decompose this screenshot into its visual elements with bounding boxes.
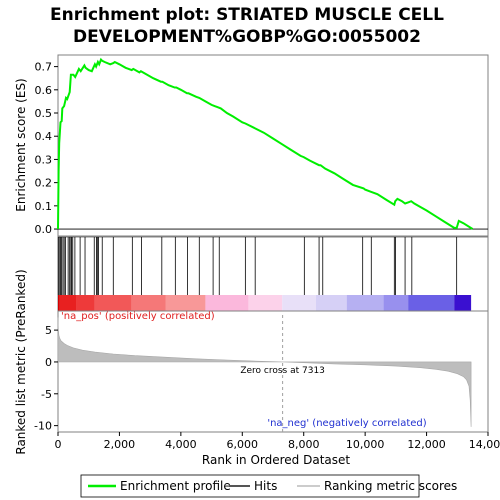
- x-tick-label: 8,000: [288, 438, 320, 451]
- gradient-segment: [316, 295, 347, 311]
- es-y-tick-label: 0.3: [35, 153, 53, 166]
- rank-y-tick-label: -10: [34, 420, 52, 433]
- x-axis-label: Rank in Ordered Dataset: [202, 453, 350, 467]
- gradient-segment: [347, 295, 384, 311]
- x-tick-label: 4,000: [165, 438, 197, 451]
- legend-hits-label: Hits: [254, 479, 277, 493]
- enrichment-panel: 0.0 0.1 0.2 0.3 0.4 0.5 0.6 0.7 Enrichment scor…: [14, 55, 488, 236]
- chart-title-line-1: Enrichment plot: STRIATED MUSCLE CELL: [50, 5, 444, 25]
- gradient-segment: [408, 295, 454, 311]
- es-y-tick-label: 0.2: [35, 177, 53, 190]
- rank-y-tick-label: 0: [45, 356, 52, 369]
- x-tick-label: 10,000: [346, 438, 385, 451]
- rank-y-tick-label: -5: [41, 388, 52, 401]
- ranking-y-ticks: 5 0 -5 -10: [34, 324, 58, 433]
- gradient-segment: [248, 295, 282, 311]
- es-y-tick-label: 0.4: [35, 130, 53, 143]
- legend: Enrichment profile Hits Ranking metric s…: [81, 475, 457, 497]
- hits-panel: [58, 237, 488, 311]
- x-axis-ticks: 0 2,000 4,000 6,000 8,000 10,000 12,000 14,000: [55, 432, 500, 451]
- legend-ranking-label: Ranking metric scores: [324, 479, 457, 493]
- rank-y-tick-label: 5: [45, 324, 52, 337]
- x-tick-label: 2,000: [104, 438, 136, 451]
- gradient-segment: [132, 295, 166, 311]
- zero-cross-label: Zero cross at 7313: [240, 366, 325, 376]
- chart-title-line-2: DEVELOPMENT%GOBP%GO:0055002: [73, 27, 421, 47]
- legend-enrichment-label: Enrichment profile: [120, 479, 231, 493]
- x-tick-label: 14,000: [469, 438, 500, 451]
- gradient-segment: [60, 295, 77, 311]
- x-tick-label: 12,000: [407, 438, 446, 451]
- enrichment-y-axis-label: Enrichment score (ES): [14, 78, 28, 211]
- x-tick-label: 6,000: [227, 438, 259, 451]
- ranking-y-axis-label: Ranked list metric (PreRanked): [14, 269, 28, 454]
- gradient-segment: [76, 295, 94, 311]
- gradient-segment: [95, 295, 132, 311]
- enrichment-y-ticks: 0.0 0.1 0.2 0.3 0.4 0.5 0.6 0.7: [35, 61, 59, 236]
- gradient-segment: [205, 295, 248, 311]
- gradient-segment: [384, 295, 409, 311]
- positive-correlation-label: 'na_pos' (positively correlated): [61, 311, 215, 322]
- es-y-tick-label: 0.0: [35, 223, 53, 236]
- es-y-tick-label: 0.6: [35, 84, 53, 97]
- es-y-tick-label: 0.5: [35, 107, 53, 120]
- gradient-segment: [166, 295, 206, 311]
- x-tick-label: 0: [55, 438, 62, 451]
- negative-correlation-label: 'na_neg' (negatively correlated): [267, 418, 426, 429]
- ranking-gradient-bar: [58, 295, 471, 311]
- gradient-segment: [454, 295, 471, 311]
- gradient-segment: [282, 295, 316, 311]
- es-y-tick-label: 0.7: [35, 61, 53, 74]
- gradient-segment: [58, 295, 60, 311]
- es-y-tick-label: 0.1: [35, 200, 53, 213]
